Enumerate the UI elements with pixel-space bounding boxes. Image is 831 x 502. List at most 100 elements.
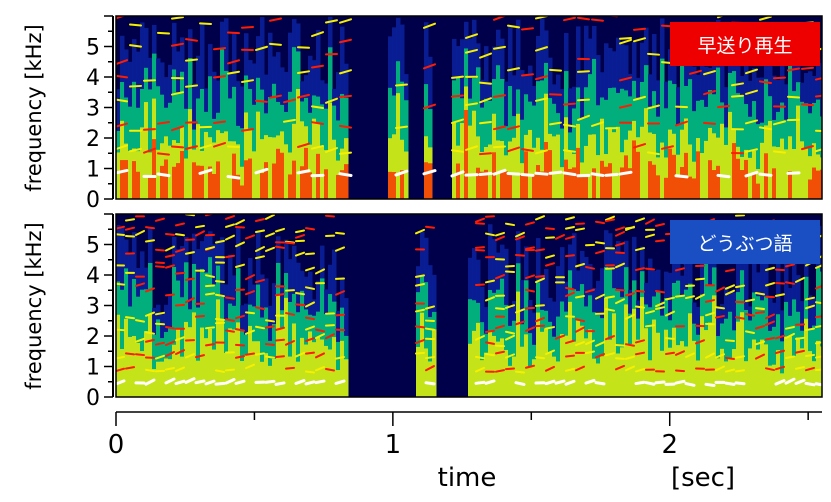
harmonic-stroke [325, 214, 335, 218]
harmonic-stroke [625, 355, 635, 360]
harmonic-stroke [335, 328, 345, 332]
harmonic-stroke [165, 254, 175, 258]
harmonic-stroke [591, 121, 604, 127]
harmonic-stroke [575, 263, 585, 268]
energy-band [400, 139, 405, 199]
harmonic-stroke [619, 36, 632, 40]
energy-band [808, 113, 813, 199]
harmonic-stroke [615, 226, 625, 231]
harmonic-stroke [475, 217, 485, 223]
harmonic-stroke [283, 98, 296, 104]
harmonic-stroke [185, 84, 198, 88]
harmonic-stroke [314, 379, 326, 385]
harmonic-stroke [594, 381, 606, 386]
harmonic-stroke [735, 355, 745, 359]
harmonic-stroke [555, 234, 565, 240]
harmonic-stroke [450, 170, 465, 178]
harmonic-stroke [725, 339, 735, 342]
harmonic-stroke [305, 351, 315, 355]
harmonic-stroke [275, 227, 285, 233]
energy-band [756, 296, 761, 397]
energy-band [476, 322, 481, 397]
energy-band [528, 366, 533, 397]
harmonic-stroke [245, 363, 255, 370]
harmonic-stroke [647, 104, 660, 110]
energy-band [604, 297, 609, 397]
harmonic-stroke [655, 290, 665, 294]
harmonic-stroke [339, 38, 352, 44]
harmonic-stroke [521, 148, 534, 152]
energy-band [680, 341, 685, 397]
energy-band [596, 155, 601, 199]
energy-band [792, 91, 797, 199]
harmonic-stroke [325, 368, 335, 372]
energy-band [288, 356, 293, 397]
energy-band [664, 329, 669, 397]
harmonic-stroke [255, 246, 265, 253]
harmonic-stroke [815, 284, 822, 290]
harmonic-stroke [283, 118, 296, 123]
energy-band [324, 345, 329, 397]
harmonic-stroke [415, 282, 425, 287]
energy-band [520, 174, 525, 199]
harmonic-stroke [294, 379, 306, 385]
energy-band [392, 134, 397, 199]
harmonic-stroke [335, 246, 345, 252]
harmonic-stroke [474, 380, 486, 385]
harmonic-stroke [625, 292, 635, 297]
energy-band [508, 325, 513, 397]
harmonic-stroke [129, 44, 142, 48]
energy-band [640, 297, 645, 397]
harmonic-stroke [479, 152, 492, 156]
energy-band [312, 118, 317, 199]
harmonic-stroke [174, 379, 186, 386]
harmonic-stroke [295, 303, 305, 307]
harmonic-stroke [785, 332, 795, 339]
harmonic-stroke [425, 305, 435, 310]
energy-band [340, 340, 345, 397]
energy-band [760, 142, 765, 199]
energy-band [172, 266, 177, 397]
harmonic-stroke [555, 334, 565, 340]
energy-band [492, 152, 497, 199]
harmonic-stroke [675, 350, 685, 356]
harmonic-stroke [135, 337, 145, 343]
energy-band [704, 140, 709, 199]
energy-band [660, 350, 665, 397]
energy-band [592, 134, 597, 199]
harmonic-stroke [156, 172, 171, 178]
harmonic-stroke [311, 144, 324, 150]
energy-band [756, 183, 761, 199]
harmonic-stroke [265, 214, 275, 220]
energy-band [712, 170, 717, 199]
energy-band [296, 88, 301, 199]
energy-band [772, 168, 777, 199]
harmonic-stroke [635, 247, 645, 252]
energy-band [596, 105, 601, 199]
harmonic-stroke [520, 172, 535, 177]
harmonic-stroke [549, 93, 562, 96]
harmonic-stroke [225, 215, 235, 220]
harmonic-stroke [689, 69, 702, 75]
harmonic-stroke [505, 330, 515, 335]
energy-band [496, 65, 501, 199]
energy-band [496, 341, 501, 397]
harmonic-stroke [485, 279, 495, 284]
harmonic-stroke [205, 343, 215, 347]
energy-band [788, 336, 793, 397]
energy-band [140, 127, 145, 199]
harmonic-stroke [525, 288, 535, 293]
energy-band [628, 344, 633, 397]
harmonic-stroke [116, 144, 128, 151]
energy-band [240, 128, 245, 199]
harmonic-stroke [773, 150, 786, 154]
harmonic-stroke [618, 170, 633, 176]
energy-band [180, 297, 185, 397]
harmonic-stroke [493, 94, 506, 98]
harmonic-stroke [515, 308, 525, 314]
energy-band [216, 161, 221, 199]
harmonic-stroke [744, 170, 759, 178]
energy-band [272, 163, 277, 199]
y-tick-label: 5 [86, 36, 100, 61]
harmonic-stroke [765, 266, 775, 272]
